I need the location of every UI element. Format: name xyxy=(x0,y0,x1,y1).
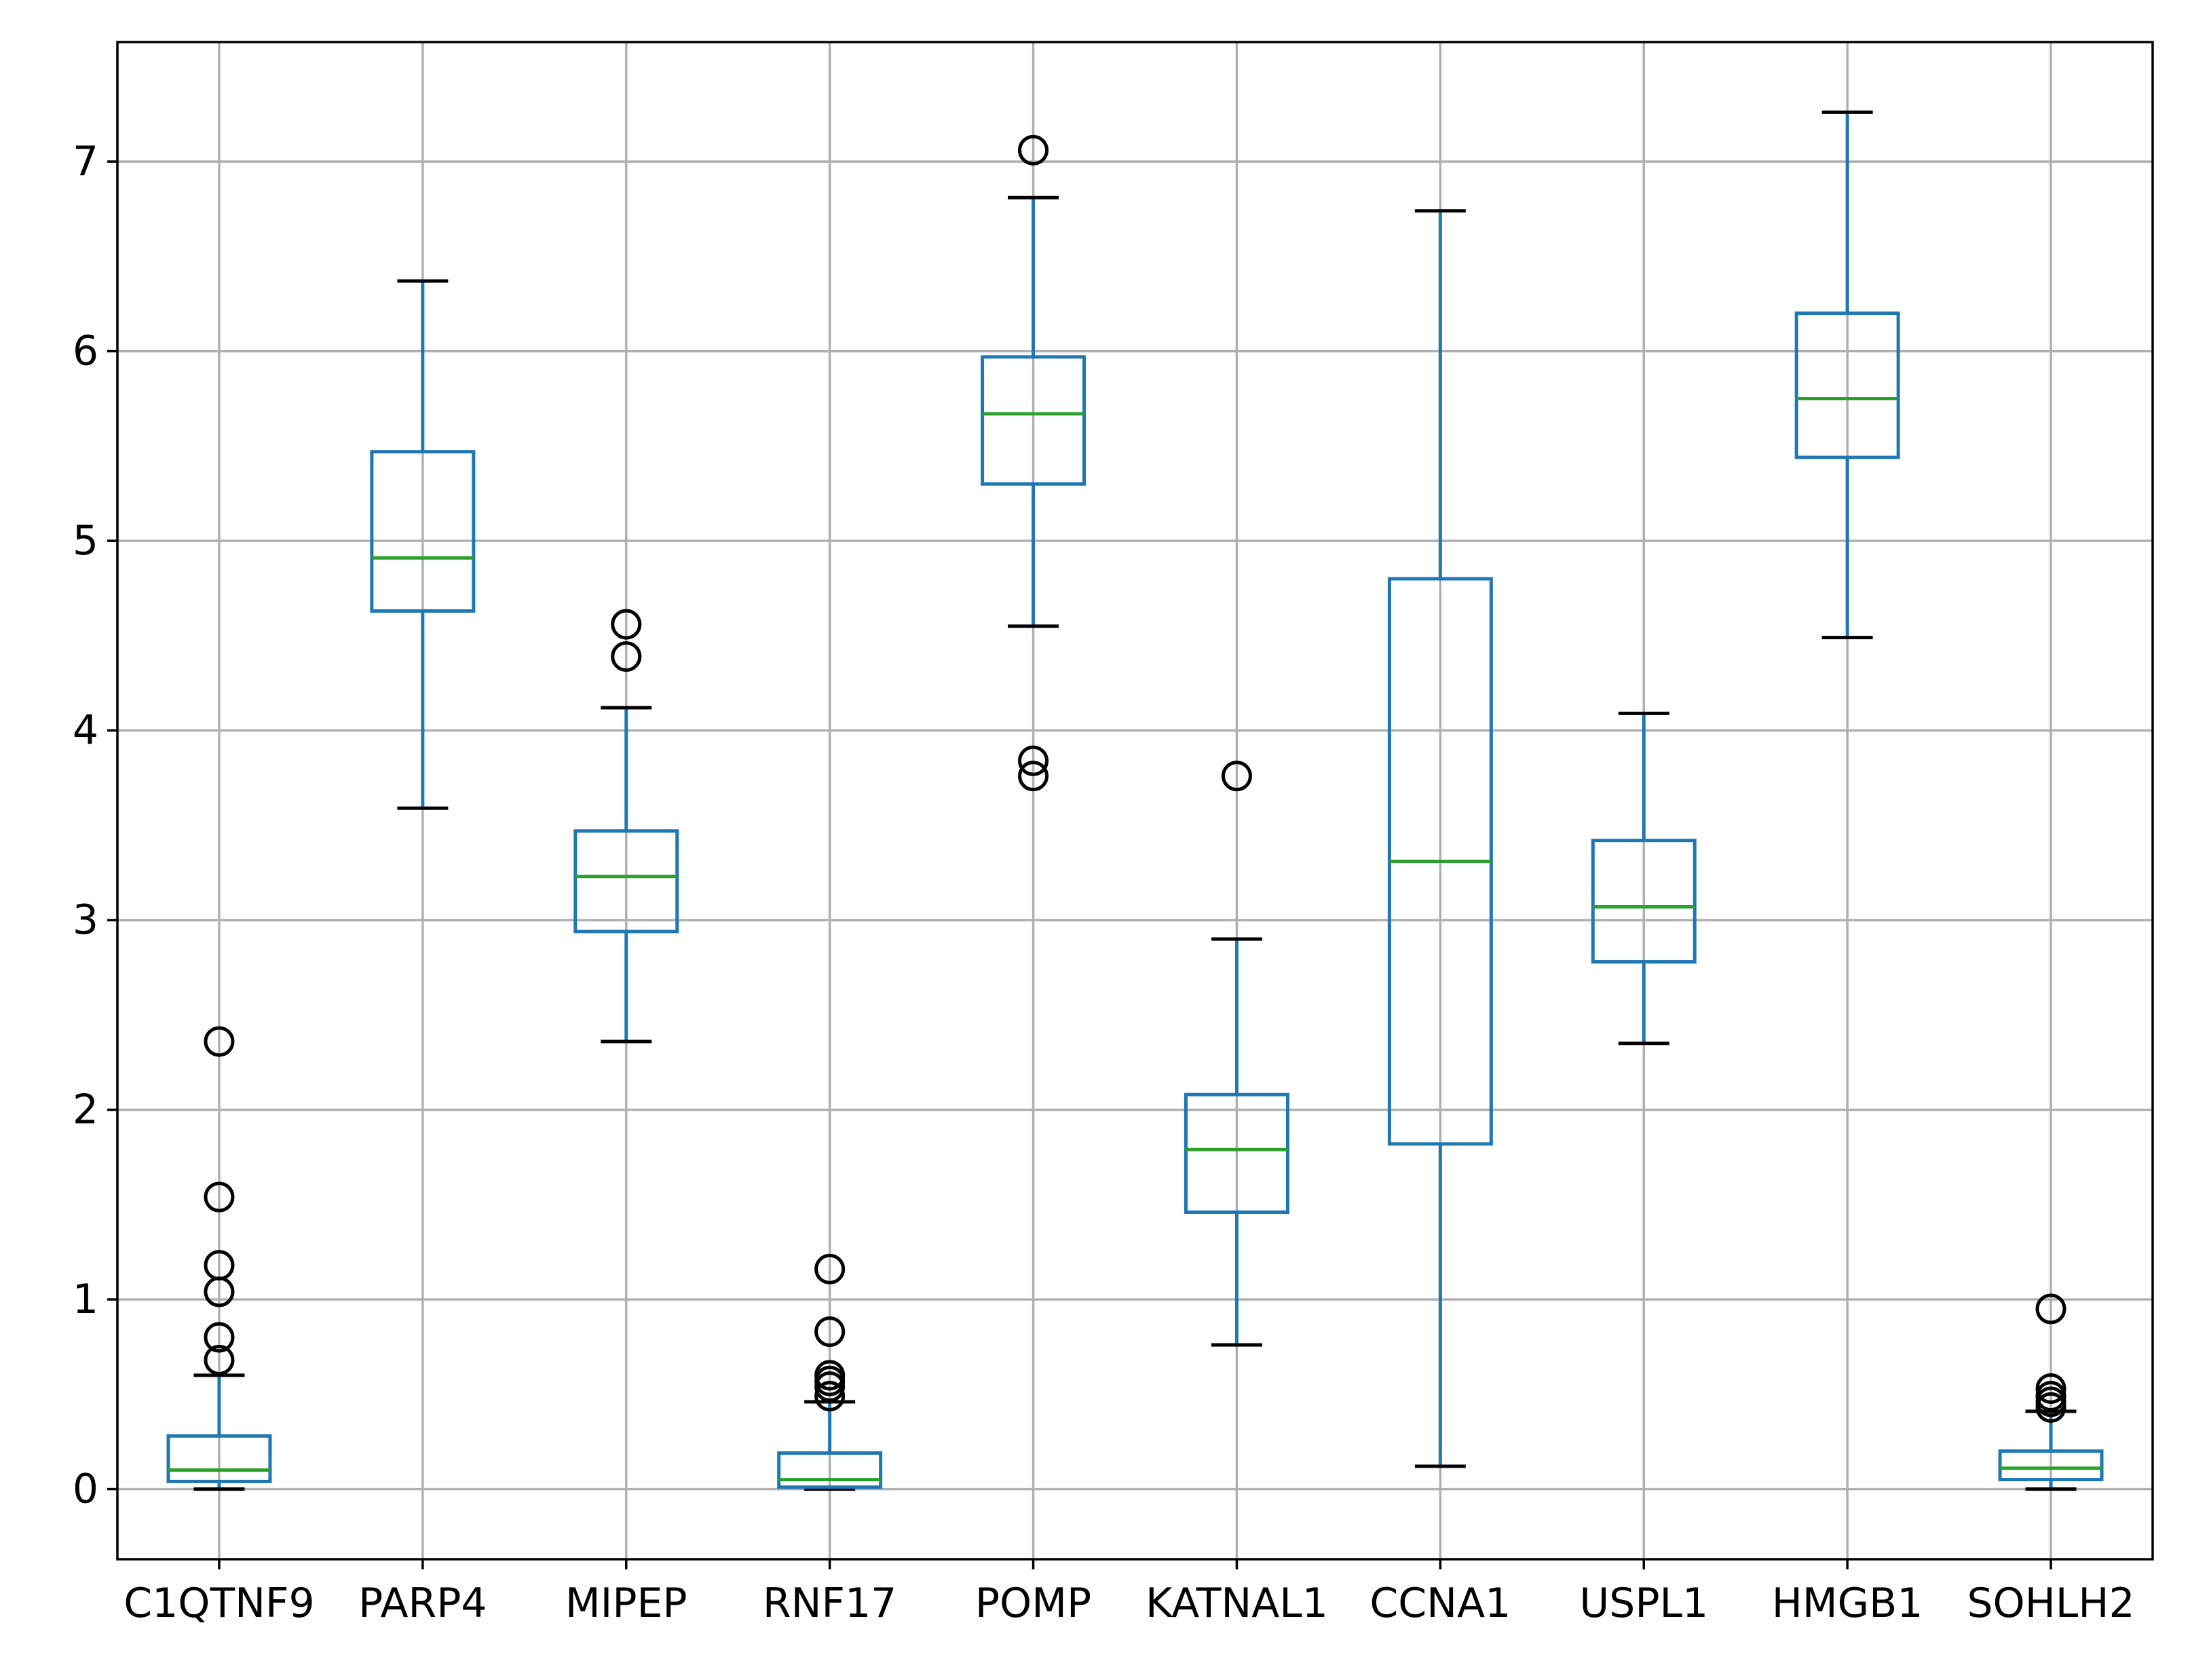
outlier-point xyxy=(2035,1392,2066,1423)
grid-lines xyxy=(117,42,2153,1559)
x-tick-label: HMGB1 xyxy=(1772,1580,1923,1627)
outlier-point xyxy=(204,1026,235,1057)
x-tick-label: C1QTNF9 xyxy=(124,1580,315,1627)
box-hmgb1 xyxy=(1794,110,1900,640)
outlier-point xyxy=(204,1345,235,1376)
outlier-point xyxy=(611,641,642,672)
outlier-point xyxy=(2035,1373,2066,1404)
box-parp4 xyxy=(370,279,476,810)
y-tick-label: 3 xyxy=(73,896,98,944)
box-mipep xyxy=(573,609,679,1044)
y-tick-label: 2 xyxy=(73,1086,98,1134)
outlier-point xyxy=(814,1381,846,1412)
iqr-box xyxy=(1794,311,1900,459)
outlier-point xyxy=(814,1371,846,1402)
outlier-point xyxy=(1018,134,1049,166)
iqr-box xyxy=(777,1451,883,1489)
boxes xyxy=(166,110,2104,1491)
outlier-point xyxy=(2035,1293,2066,1324)
y-tick-label: 7 xyxy=(73,138,98,185)
iqr-box xyxy=(981,355,1086,486)
outlier-point xyxy=(204,1276,235,1307)
y-tick-label: 4 xyxy=(73,707,98,755)
y-tick-label: 5 xyxy=(73,517,98,565)
outlier-point xyxy=(611,609,642,640)
x-tick-label: SOHLH2 xyxy=(1967,1580,2134,1627)
x-tick-label: MIPEP xyxy=(565,1580,687,1627)
plot-area xyxy=(117,42,2153,1559)
x-tick-label: USPL1 xyxy=(1579,1580,1708,1627)
x-tick-label: CCNA1 xyxy=(1369,1580,1511,1627)
y-tick-label: 6 xyxy=(73,328,98,375)
x-tick-label: KATNAL1 xyxy=(1146,1580,1328,1627)
box-uspl1 xyxy=(1591,711,1697,1046)
x-tick-label: POMP xyxy=(975,1580,1091,1627)
x-tick-label: PARP4 xyxy=(358,1580,487,1627)
y-tick-label: 0 xyxy=(73,1466,98,1513)
outlier-point xyxy=(814,1253,846,1284)
iqr-box xyxy=(573,829,679,934)
outlier-point xyxy=(814,1316,846,1348)
x-tick-label: RNF17 xyxy=(763,1580,896,1627)
outlier-point xyxy=(1018,761,1049,792)
iqr-box xyxy=(370,450,476,613)
axes-frame xyxy=(116,41,2154,1561)
box-katnal1 xyxy=(1184,761,1289,1347)
box-ccna1 xyxy=(1387,209,1493,1468)
iqr-box xyxy=(1591,839,1697,964)
outlier-point xyxy=(204,1322,235,1353)
box-sohlh2 xyxy=(1998,1293,2104,1491)
outlier-point xyxy=(1018,745,1049,776)
iqr-box xyxy=(1998,1449,2104,1482)
y-tick-label: 1 xyxy=(73,1276,98,1323)
box-rnf17 xyxy=(777,1253,883,1491)
axis-ticks: 0 1 2 3 4 5 6 7 C1QTNF9 PARP4 MIPEP RNF17 POMP KATNAL… xyxy=(73,138,2135,1627)
box-pomp xyxy=(981,134,1086,792)
outlier-point xyxy=(204,1181,235,1213)
box-c1qtnf9 xyxy=(166,1026,272,1491)
iqr-box xyxy=(166,1434,272,1483)
outlier-point xyxy=(1221,761,1252,792)
iqr-box xyxy=(1184,1092,1289,1215)
